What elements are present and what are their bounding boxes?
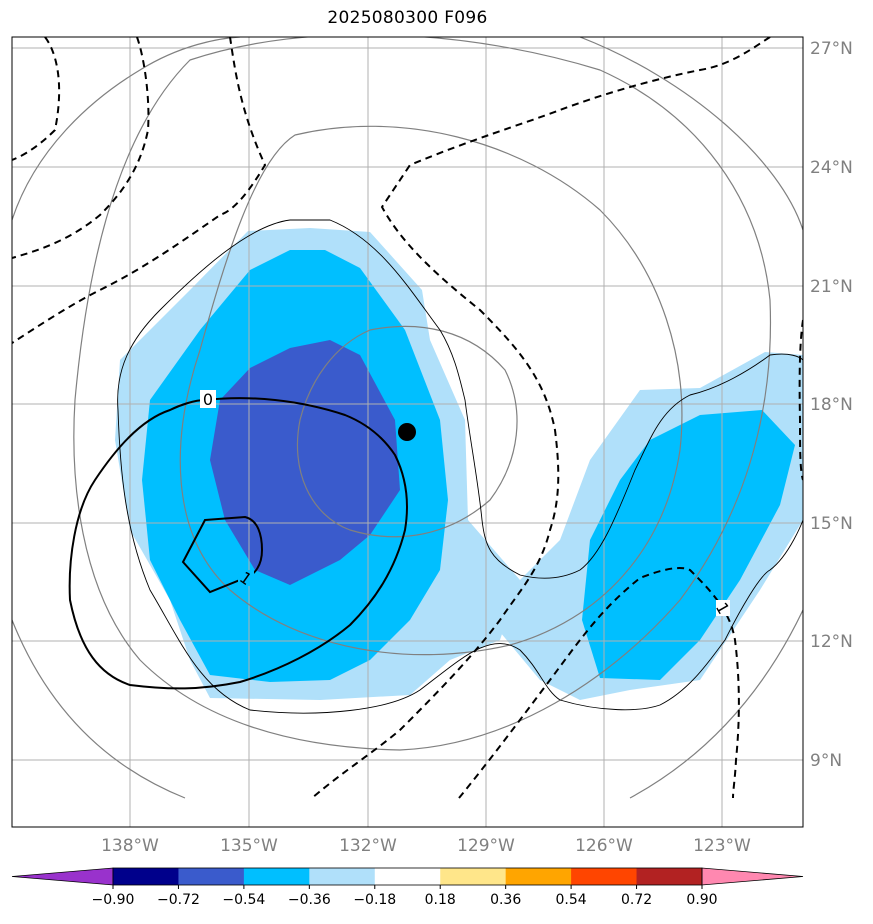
colorbar-label: −0.72 bbox=[157, 892, 200, 908]
colorbar-label: 0.90 bbox=[686, 892, 717, 908]
colorbar-label: 0.36 bbox=[490, 892, 521, 908]
shaded-field bbox=[115, 228, 803, 700]
lon-label: 132°W bbox=[339, 836, 397, 856]
lon-label: 129°W bbox=[457, 836, 515, 856]
lat-label: 18°N bbox=[810, 395, 853, 415]
colorbar-segment bbox=[309, 868, 376, 885]
lat-label: 24°N bbox=[810, 158, 853, 178]
colorbar-label: −0.36 bbox=[288, 892, 331, 908]
graticule bbox=[12, 37, 803, 827]
colorbar: −0.90 −0.72 −0.54 −0.36 −0.18 0.18 0.36 0.54 0.7… bbox=[11, 867, 804, 908]
lat-label: 15°N bbox=[810, 514, 853, 534]
dashed-contours bbox=[12, 37, 803, 799]
colorbar-frame bbox=[112, 867, 703, 886]
colorbar-label: 0.18 bbox=[425, 892, 456, 908]
storm-center-marker bbox=[398, 423, 416, 441]
colorbar-label: −0.54 bbox=[222, 892, 265, 908]
colorbar-label: 0.72 bbox=[621, 892, 652, 908]
thin-black-contours bbox=[117, 219, 803, 714]
colorbar-segment bbox=[505, 868, 572, 885]
colorbar-label: −0.18 bbox=[353, 892, 396, 908]
map-title: 2025080300 F096 bbox=[327, 8, 488, 28]
lon-label: 123°W bbox=[693, 836, 751, 856]
lon-label: 135°W bbox=[220, 836, 278, 856]
lat-label: 9°N bbox=[810, 751, 842, 771]
colorbar-segment bbox=[636, 868, 703, 885]
lon-label: 138°W bbox=[101, 836, 159, 856]
lon-label: 126°W bbox=[575, 836, 633, 856]
shade-medium-east bbox=[582, 410, 795, 680]
shade-dark bbox=[210, 340, 400, 585]
latitude-labels: 27°N 24°N 21°N 18°N 15°N 12°N 9°N bbox=[810, 39, 853, 771]
longitude-labels: 138°W 135°W 132°W 129°W 126°W 123°W bbox=[101, 836, 751, 856]
lat-label: 27°N bbox=[810, 39, 853, 59]
colorbar-segment bbox=[374, 868, 441, 885]
colorbar-segment bbox=[243, 868, 310, 885]
colorbar-segment bbox=[440, 868, 507, 885]
colorbar-segment bbox=[113, 868, 179, 885]
colorbar-segment bbox=[178, 868, 245, 885]
lat-label: 21°N bbox=[810, 277, 853, 297]
colorbar-extend-low bbox=[11, 867, 114, 886]
gray-contours bbox=[12, 37, 803, 799]
colorbar-label: 0.54 bbox=[556, 892, 587, 908]
colorbar-label: −0.90 bbox=[92, 892, 135, 908]
lat-label: 12°N bbox=[810, 632, 853, 652]
map-frame bbox=[11, 36, 804, 828]
colorbar-extend-high bbox=[701, 867, 804, 886]
contour-label-zero: 0 bbox=[203, 390, 213, 409]
colorbar-segment bbox=[571, 868, 638, 885]
